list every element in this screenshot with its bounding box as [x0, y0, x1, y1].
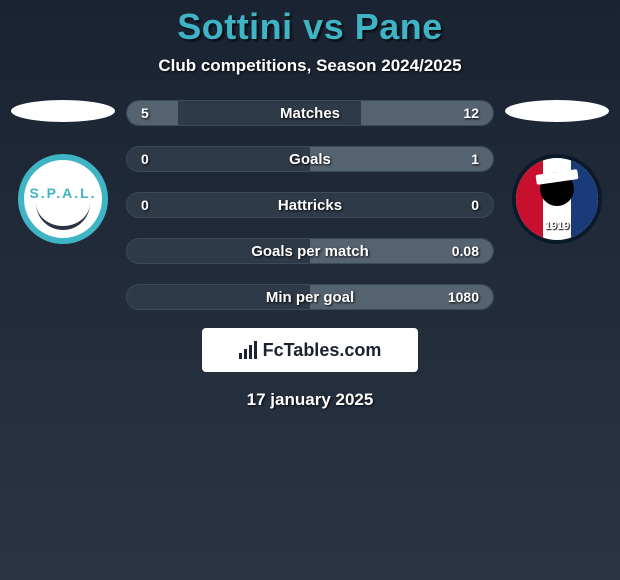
stat-row: Hattricks 0 0	[126, 192, 494, 218]
brand-text: FcTables.com	[263, 340, 382, 361]
stat-value-right: 1	[471, 151, 479, 167]
stat-row: Goals 0 1	[126, 146, 494, 172]
stat-value-right: 1080	[448, 289, 479, 305]
stat-fill-right	[310, 147, 493, 171]
stat-value-left: 0	[141, 151, 149, 167]
stat-label: Goals	[289, 151, 331, 168]
brand-box[interactable]: FcTables.com	[202, 328, 418, 372]
chart-icon	[239, 341, 257, 359]
stat-row: Matches 5 12	[126, 100, 494, 126]
left-player-ellipse	[11, 100, 115, 122]
comparison-card: Sottini vs Pane Club competitions, Seaso…	[0, 0, 620, 440]
date-text: 17 january 2025	[0, 390, 620, 410]
right-player-ellipse	[505, 100, 609, 122]
right-club-badge: 1919	[512, 154, 602, 244]
stat-fill-left	[127, 101, 178, 125]
page-title: Sottini vs Pane	[0, 0, 620, 48]
left-club-text: S.P.A.L.	[29, 185, 96, 201]
stat-label: Goals per match	[251, 243, 369, 260]
stat-row: Goals per match 0.08	[126, 238, 494, 264]
right-side: 1919	[502, 100, 612, 244]
stat-label: Matches	[280, 105, 340, 122]
stat-value-right: 0	[471, 197, 479, 213]
stat-row: Min per goal 1080	[126, 284, 494, 310]
stat-value-left: 5	[141, 105, 149, 121]
stat-value-right: 12	[463, 105, 479, 121]
left-club-badge: S.P.A.L.	[18, 154, 108, 244]
stat-label: Min per goal	[266, 289, 354, 306]
left-club-arc	[36, 200, 90, 230]
right-club-year: 1919	[516, 220, 598, 232]
stats-column: Matches 5 12 Goals 0 1 Hattricks 0 0 Goals per ma…	[126, 100, 494, 310]
stat-value-left: 0	[141, 197, 149, 213]
main-row: S.P.A.L. Matches512Goals01Hattricks00Goa…	[0, 100, 620, 310]
left-side: S.P.A.L.	[8, 100, 118, 244]
page-subtitle: Club competitions, Season 2024/2025	[0, 56, 620, 76]
stat-label: Hattricks	[278, 197, 342, 214]
stat-value-right: 0.08	[452, 243, 479, 259]
